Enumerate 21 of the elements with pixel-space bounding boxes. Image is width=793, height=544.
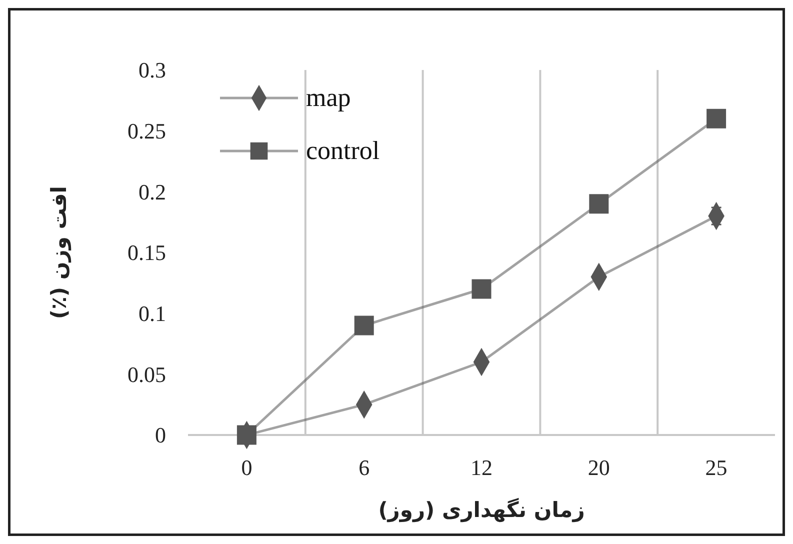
point	[472, 279, 492, 299]
y-tick-label: 0.25	[128, 118, 166, 144]
legend-label: map	[306, 82, 351, 112]
y-tick-label: 0	[155, 422, 166, 448]
x-tick-label: 6	[358, 455, 370, 480]
point	[706, 108, 726, 128]
y-tick-label: 0.05	[128, 362, 166, 387]
point	[236, 425, 256, 445]
y-tick-label: 0.1	[138, 301, 166, 326]
x-axis-title: زمان نگهداری (روز)	[378, 497, 585, 523]
x-tick-label: 12	[470, 455, 492, 480]
y-tick-label: 0.3	[138, 58, 166, 83]
point	[354, 316, 374, 336]
y-tick-label: 0.15	[128, 240, 166, 266]
x-tick-label: 25	[705, 455, 728, 480]
legend-label: control	[306, 136, 380, 165]
x-tick-label: 20	[588, 455, 610, 480]
point	[589, 194, 609, 214]
x-tick-label: 0	[241, 455, 252, 480]
y-tick-label: 0.2	[138, 179, 166, 204]
y-axis-title: افت وزن (٪)	[47, 186, 72, 319]
